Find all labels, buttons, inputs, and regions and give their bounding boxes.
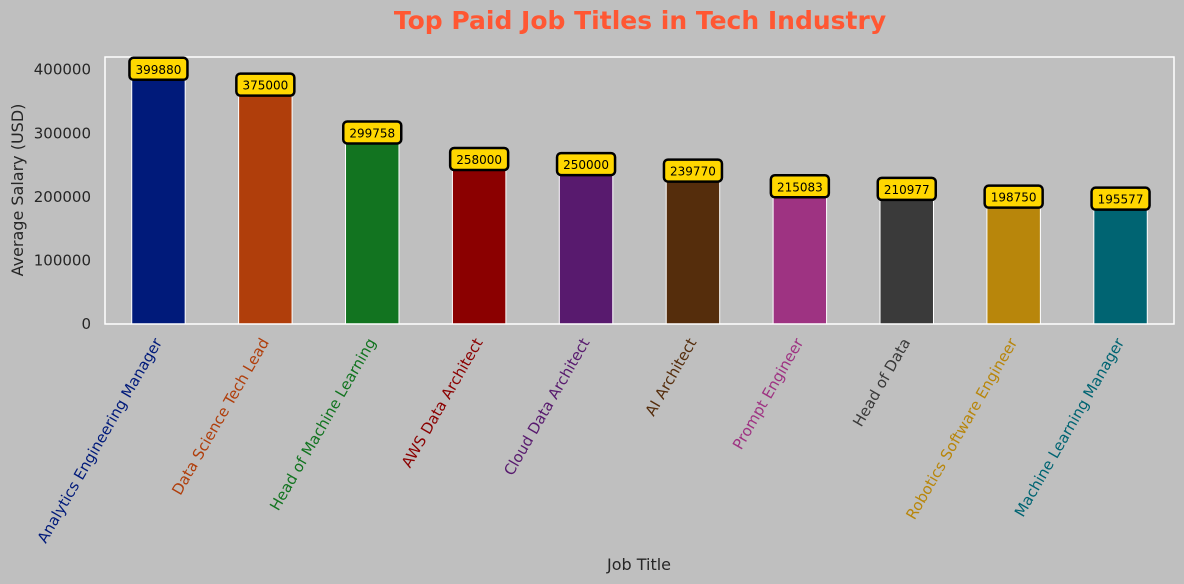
data-label-text: 375000 (242, 79, 288, 93)
y-axis-label: Average Salary (USD) (8, 104, 27, 277)
y-axis: 0 100000 200000 300000 400000 (34, 61, 91, 333)
data-label-box (555, 151, 617, 177)
x-tick-label: Robotics Software Engineer (902, 334, 1021, 522)
data-label-text: 239770 (670, 165, 716, 179)
data-label-box (876, 176, 937, 202)
bar (451, 159, 507, 325)
data-label-text: 399880 (136, 63, 182, 77)
data-label: 399880 (128, 56, 189, 82)
data-label: 215083 (769, 174, 831, 199)
data-label: 210977 (876, 176, 937, 202)
y-tick-label: 0 (81, 315, 91, 333)
x-tick-label: AWS Data Architect (398, 335, 487, 471)
data-label: 250000 (555, 151, 617, 177)
data-label-text: 210977 (884, 183, 930, 197)
x-tick-label: Prompt Engineer (729, 334, 808, 452)
data-label-text: 299758 (349, 126, 395, 140)
y-tick-label: 200000 (34, 188, 91, 206)
data-label: 239770 (662, 158, 724, 183)
data-labels: 399880 375000 299758 258000 250000 239770 2150… (128, 56, 1151, 211)
data-label-text: 250000 (563, 158, 609, 172)
x-tick-label: Cloud Data Architect (500, 335, 593, 479)
data-label-box (128, 56, 189, 82)
bar (131, 69, 186, 325)
x-tick-label: Head of Machine Learning (266, 335, 380, 514)
x-tick-label: Analytics Engineering Manager (34, 334, 167, 546)
data-label-text: 215083 (777, 180, 823, 194)
bar (879, 189, 934, 325)
bar (665, 171, 721, 325)
data-label-box (983, 184, 1044, 209)
y-tick-label: 100000 (34, 251, 91, 269)
data-label-text: 195577 (1098, 193, 1144, 207)
data-label-text: 198750 (991, 191, 1037, 205)
x-tick-label: Head of Data (849, 335, 914, 430)
x-tick-label: AI Architect (641, 335, 700, 419)
bar (238, 85, 293, 325)
data-label: 299758 (342, 120, 403, 145)
x-axis-label: Job Title (606, 555, 671, 574)
data-label: 195577 (1090, 186, 1151, 211)
bar (772, 186, 828, 325)
y-tick-label: 300000 (34, 124, 91, 142)
bar (558, 164, 614, 325)
x-tick-label: Machine Learning Manager (1011, 334, 1129, 520)
x-axis: Analytics Engineering Manager Data Scienc… (34, 334, 1129, 546)
data-label-box (1090, 186, 1151, 211)
chart-title: Top Paid Job Titles in Tech Industry (394, 6, 886, 35)
y-tick-label: 400000 (34, 61, 91, 79)
bar (345, 132, 400, 325)
data-label: 375000 (235, 72, 296, 97)
data-label: 258000 (448, 146, 510, 172)
data-label-box (342, 120, 403, 145)
data-label-box (662, 158, 724, 183)
bar (1093, 199, 1148, 325)
x-tick-label: Data Science Tech Lead (168, 335, 273, 498)
bar (986, 197, 1041, 325)
data-label-box (448, 146, 510, 172)
data-label-box (769, 174, 831, 199)
plot-frame (104, 56, 1175, 325)
data-label-box (235, 72, 296, 97)
data-label-text: 258000 (456, 153, 502, 167)
bars-layer (131, 69, 1148, 325)
data-label: 198750 (983, 184, 1044, 209)
